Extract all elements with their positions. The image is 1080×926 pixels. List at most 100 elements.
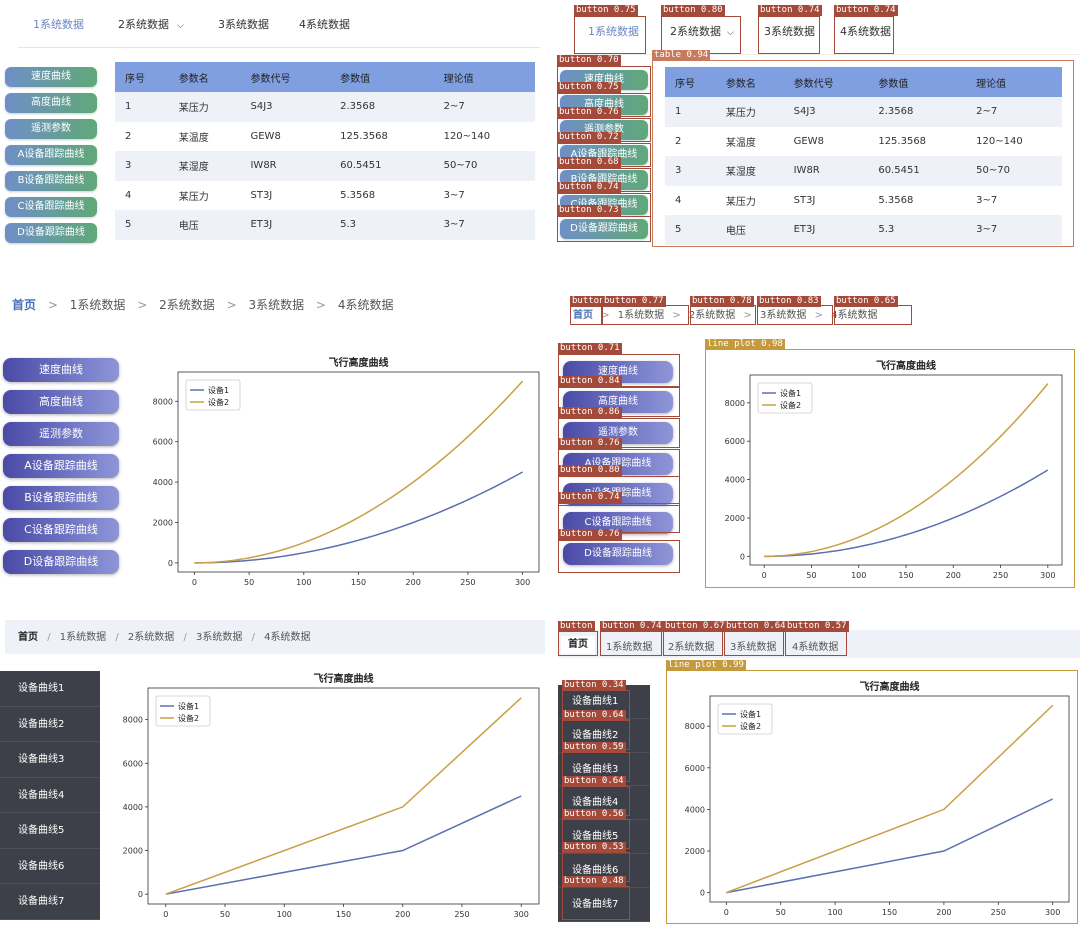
sidebar-item[interactable]: 设备曲线7 — [0, 884, 100, 920]
detect-label: button 0.80 — [661, 5, 725, 16]
telemetry-button[interactable]: 遥测参数 — [3, 422, 119, 446]
crumb-3[interactable]: 3系统数据 — [760, 310, 807, 321]
table-cell: 50~70 — [966, 156, 1062, 186]
y-tick-label: 6000 — [123, 759, 143, 768]
crumb-3[interactable]: 3系统数据 — [248, 298, 305, 312]
crumb-home[interactable]: 首页 — [573, 310, 593, 321]
tab-2[interactable]: 2系统数据 ⌵ — [118, 16, 184, 32]
table-cell: 1 — [665, 97, 716, 127]
table-cell: 某温度 — [178, 132, 209, 144]
table-cell: GEW8 — [793, 135, 824, 147]
device-b-track-button[interactable]: B设备跟踪曲线 — [5, 171, 97, 191]
x-tick-label: 50 — [806, 571, 816, 580]
speed-curve-button[interactable]: 速度曲线 — [3, 358, 119, 382]
crumb-4[interactable]: 4系统数据 — [792, 642, 839, 653]
tab-3-annotated[interactable]: 3系统数据 — [764, 25, 815, 38]
detect-label: button 0.78 — [690, 296, 754, 307]
sidebar-item[interactable]: 设备曲线5 — [0, 813, 100, 849]
tab-1-annotated[interactable]: 1系统数据 — [588, 25, 639, 38]
device-a-track-button[interactable]: A设备跟踪曲线 — [3, 454, 119, 478]
device-d-track-button[interactable]: D设备跟踪曲线 — [5, 223, 97, 243]
y-tick-label: 0 — [138, 890, 143, 899]
crumb-2[interactable]: 2系统数据 — [159, 298, 215, 312]
table-cell: ST3J — [250, 189, 273, 201]
crumb-2[interactable]: 2系统数据 — [688, 310, 736, 321]
detect-box — [558, 631, 598, 656]
crumb-2[interactable]: 2系统数据 — [668, 642, 715, 653]
detect-label: button 0.57 — [785, 621, 849, 632]
table-cell: 某湿度 — [168, 151, 241, 181]
crumb-separator: / — [115, 632, 119, 643]
sidebar-item[interactable]: 设备曲线3 — [0, 742, 100, 778]
sidebar-item[interactable]: 设备曲线6 — [0, 849, 100, 884]
detect-label: button 0.80 — [558, 465, 622, 476]
tab-3[interactable]: 3系统数据 — [218, 18, 269, 31]
table-cell: 120~140 — [443, 130, 491, 142]
speed-curve-button[interactable]: 速度曲线 — [5, 67, 97, 87]
chevron-down-icon: ⌵ — [177, 21, 184, 31]
table-cell: S4J3 — [240, 92, 331, 122]
tab-2-annotated[interactable]: 2系统数据 ⌵ — [670, 23, 734, 39]
detect-label: button 0.74 — [557, 182, 621, 193]
crumb-4[interactable]: 4系统数据 — [337, 298, 394, 312]
device-c-track-button[interactable]: C设备跟踪曲线 — [5, 197, 97, 217]
crumb-4[interactable]: 4系统数据 — [264, 632, 311, 643]
detect-box — [557, 216, 651, 242]
height-line-chart-annotated: 飞行高度曲线 0 50 100 150 200 250 300 0 2000 4000 6000 800… — [725, 359, 1063, 580]
x-tick-label: 250 — [460, 578, 475, 587]
device-d-track-button-annotated[interactable]: D设备跟踪曲线 — [560, 219, 648, 239]
height-curve-button[interactable]: 高度曲线 — [3, 390, 119, 414]
height-curve-button[interactable]: 高度曲线 — [5, 93, 97, 113]
detect-label: button 0.65 — [834, 296, 898, 307]
detect-label: button 0.64 — [562, 776, 626, 787]
telemetry-button[interactable]: 遥测参数 — [5, 119, 97, 139]
device-d-track-button[interactable]: D设备跟踪曲线 — [3, 550, 119, 574]
table-cell: 3~7 — [443, 189, 465, 201]
legend-label: 设备1 — [208, 385, 229, 395]
device-a-track-button[interactable]: A设备跟踪曲线 — [5, 145, 97, 165]
param-table: 序号 参数名 参数代号 参数值 理论值 1 某压力 S4J3 2.3568 2~7 2 某温度 GEW8… — [115, 62, 535, 240]
tab-bar-annotated — [565, 5, 1080, 55]
crumb-home[interactable]: 首页 — [561, 636, 595, 654]
tab-1[interactable]: 1系统数据 — [33, 18, 84, 31]
detect-box — [574, 16, 646, 54]
crumb-separator: > — [601, 310, 610, 321]
crumb-home[interactable]: 首页 — [12, 298, 37, 312]
y-tick-label: 4000 — [153, 478, 173, 487]
crumb-3[interactable]: 3系统数据 — [196, 632, 243, 643]
crumb-1[interactable]: 1系统数据 — [69, 298, 126, 312]
sidebar-item[interactable]: 设备曲线7 — [558, 888, 650, 922]
sidebar-item[interactable]: 设备曲线4 — [0, 778, 100, 813]
sidebar-item[interactable]: 设备曲线1 — [0, 671, 100, 707]
x-tick-label: 0 — [192, 578, 197, 587]
sidebar-item[interactable]: 设备曲线5 — [558, 820, 650, 854]
tab-4[interactable]: 4系统数据 — [299, 18, 350, 31]
table-row: 3 某湿度 IW8R 60.5451 50~70 — [665, 156, 1062, 186]
height-line-chart-annotated: 飞行高度曲线 0 50 100 150 200 250 300 0 2000 4000 6000 800… — [685, 680, 1070, 917]
crumb-1[interactable]: 1系统数据 — [606, 642, 653, 653]
table-cell: 某压力 — [168, 92, 241, 122]
crumb-4[interactable]: 4系统数据 — [831, 310, 878, 321]
series-line-1 — [165, 795, 522, 895]
sidebar-item[interactable]: 设备曲线2 — [0, 707, 100, 742]
crumb-3[interactable]: 3系统数据 — [730, 642, 777, 653]
legend-label: 设备2 — [208, 397, 229, 407]
table-cell: ET3J — [783, 215, 869, 245]
x-tick-label: 200 — [406, 578, 421, 587]
table-cell: 2 — [125, 130, 132, 142]
device-c-track-button-annotated[interactable]: C设备跟踪曲线 — [563, 512, 673, 534]
crumb-1[interactable]: 1系统数据 — [59, 632, 107, 643]
crumb-home[interactable]: 首页 — [18, 632, 38, 643]
sidebar-item[interactable]: 设备曲线6 — [558, 854, 650, 888]
detect-label: button 0.86 — [558, 407, 622, 418]
table-cell: 5.3568 — [340, 189, 376, 201]
device-d-track-button-annotated[interactable]: D设备跟踪曲线 — [563, 543, 673, 565]
detect-box — [758, 16, 820, 54]
crumb-2[interactable]: 2系统数据 — [127, 632, 175, 643]
tab-4-annotated[interactable]: 4系统数据 — [840, 25, 891, 38]
detect-label: button 0.64 — [562, 710, 626, 721]
device-b-track-button[interactable]: B设备跟踪曲线 — [3, 486, 119, 510]
y-tick-label: 0 — [168, 559, 173, 568]
crumb-1[interactable]: 1系统数据 — [617, 310, 665, 321]
device-c-track-button[interactable]: C设备跟踪曲线 — [3, 518, 119, 542]
